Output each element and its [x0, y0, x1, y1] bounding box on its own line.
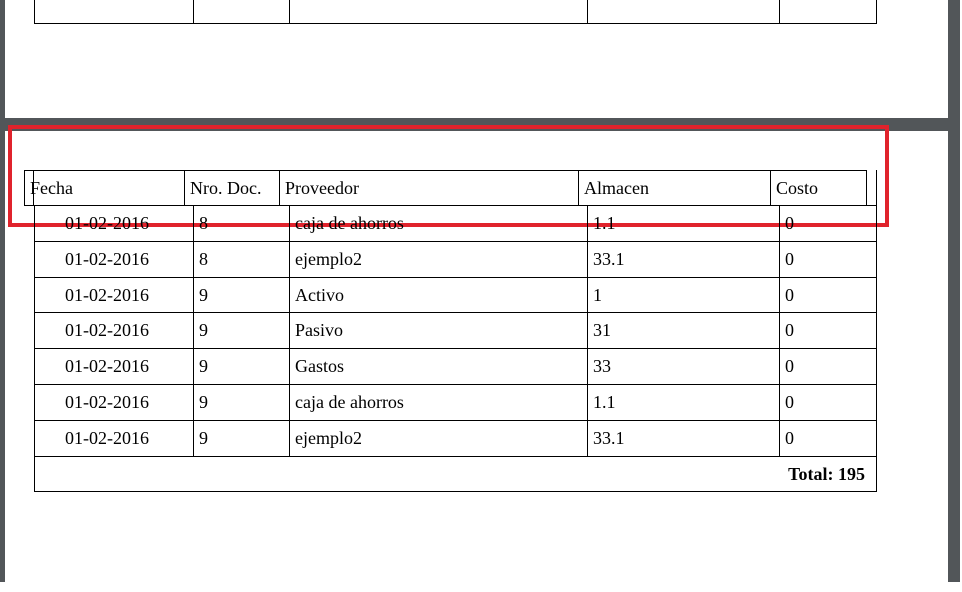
table-cell: 0 — [779, 205, 877, 242]
table-cell: 01-02-2016 — [34, 348, 194, 385]
table-cell: 9 — [193, 384, 290, 421]
table-cell: 01-02-2016 — [34, 276, 194, 314]
table-cell: 0 — [779, 276, 877, 314]
table-cell: 9 — [193, 348, 290, 385]
table-cell: 0 — [779, 419, 877, 457]
table-cell: 8 — [193, 240, 290, 278]
table-cell: 33.1 — [587, 419, 780, 457]
table-cell: ejemplo2 — [289, 419, 588, 457]
table-cell: 31 — [587, 312, 780, 350]
table-cell: 33 — [587, 348, 780, 385]
column-header-costo: Costo — [770, 170, 867, 206]
table-border — [33, 170, 34, 206]
table-cell: 01-02-2016 — [34, 419, 194, 457]
table-cell: 01-02-2016 — [34, 312, 194, 350]
table-cell: 1.1 — [587, 384, 780, 421]
table-cell: 9 — [193, 312, 290, 350]
table-total: Total: 195 — [34, 456, 877, 492]
table-cell-fragment — [779, 0, 877, 24]
table-cell: 0 — [779, 240, 877, 278]
table-cell: 9 — [193, 276, 290, 314]
table-cell: 1 — [587, 276, 780, 314]
table-cell: 01-02-2016 — [34, 205, 194, 242]
column-header-proveedor: Proveedor — [279, 170, 579, 206]
table-cell: 33.1 — [587, 240, 780, 278]
table-cell: 1.1 — [587, 205, 780, 242]
table-cell: caja de ahorros — [289, 384, 588, 421]
table-cell-fragment — [587, 0, 780, 24]
column-header-almacen: Almacen — [578, 170, 771, 206]
table-cell: 8 — [193, 205, 290, 242]
table-cell: 01-02-2016 — [34, 384, 194, 421]
pdf-page-2 — [5, 131, 948, 582]
table-cell-fragment — [34, 0, 194, 24]
table-cell: Activo — [289, 276, 588, 314]
column-header-nro-doc-: Nro. Doc. — [184, 170, 280, 206]
column-header-fecha: Fecha — [24, 170, 185, 206]
table-cell: Gastos — [289, 348, 588, 385]
table-cell: 0 — [779, 348, 877, 385]
table-cell: 01-02-2016 — [34, 240, 194, 278]
table-cell: ejemplo2 — [289, 240, 588, 278]
highlight-box — [8, 125, 889, 227]
table-cell: caja de ahorros — [289, 205, 588, 242]
table-cell: 0 — [779, 312, 877, 350]
table-cell-fragment — [193, 0, 290, 24]
pdf-page-1 — [5, 0, 948, 118]
table-cell: 0 — [779, 384, 877, 421]
table-cell: Pasivo — [289, 312, 588, 350]
table-border — [876, 170, 877, 206]
table-cell: 9 — [193, 419, 290, 457]
table-cell-fragment — [289, 0, 588, 24]
